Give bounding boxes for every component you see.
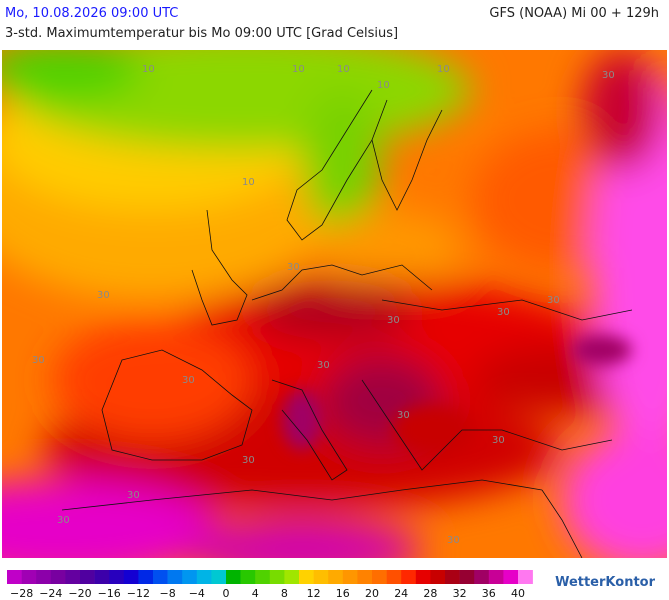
legend-swatch bbox=[503, 570, 519, 584]
legend-label: −8 bbox=[159, 587, 175, 600]
legend-label: 32 bbox=[453, 587, 467, 600]
legend-label: −28 bbox=[10, 587, 33, 600]
legend-label: −12 bbox=[127, 587, 150, 600]
contour-label: 10 bbox=[337, 64, 350, 75]
contour-label: 30 bbox=[497, 307, 510, 318]
legend-swatch bbox=[430, 570, 446, 584]
legend-label: 20 bbox=[365, 587, 379, 600]
legend-swatch bbox=[386, 570, 402, 584]
legend-label: 12 bbox=[307, 587, 321, 600]
legend-swatch bbox=[255, 570, 271, 584]
legend-swatch bbox=[50, 570, 66, 584]
legend-swatch bbox=[415, 570, 431, 584]
legend-swatch bbox=[138, 570, 154, 584]
legend-label: −4 bbox=[189, 587, 205, 600]
legend-swatch bbox=[518, 570, 533, 584]
legend-swatch bbox=[153, 570, 168, 584]
legend-label: 16 bbox=[336, 587, 350, 600]
legend-swatch bbox=[445, 570, 460, 584]
legend-swatch bbox=[240, 570, 256, 584]
legend-swatch bbox=[80, 570, 95, 584]
contour-label: 30 bbox=[317, 360, 330, 371]
contour-label: 30 bbox=[127, 490, 140, 501]
contour-label: 30 bbox=[387, 315, 400, 326]
legend-swatch bbox=[182, 570, 198, 584]
legend-label: 0 bbox=[223, 587, 230, 600]
legend-label: −20 bbox=[68, 587, 91, 600]
contour-label: 10 bbox=[437, 64, 450, 75]
legend-swatch bbox=[167, 570, 183, 584]
legend-swatch bbox=[401, 570, 417, 584]
contour-label: 10 bbox=[292, 64, 305, 75]
legend-label: −16 bbox=[98, 587, 121, 600]
coastlines bbox=[61, 89, 633, 558]
temperature-map: 10 10 10 10 10 10 30 30 30 30 30 30 30 30 30 30 30 30 30 30… bbox=[2, 50, 667, 558]
contour-label: 30 bbox=[447, 535, 460, 546]
field bbox=[2, 50, 667, 558]
legend-swatch bbox=[7, 570, 22, 584]
contour-label: 30 bbox=[547, 295, 560, 306]
contour-label: 30 bbox=[287, 262, 300, 273]
legend-swatch bbox=[109, 570, 125, 584]
legend-swatch bbox=[211, 570, 227, 584]
legend-swatch bbox=[357, 570, 373, 584]
legend-label: 8 bbox=[281, 587, 288, 600]
legend-label: 36 bbox=[482, 587, 496, 600]
legend-swatch bbox=[21, 570, 37, 584]
legend-swatch bbox=[123, 570, 139, 584]
contour-label: 30 bbox=[602, 70, 615, 81]
contour-label: 10 bbox=[242, 177, 255, 188]
legend-swatch bbox=[313, 570, 329, 584]
contour-label: 30 bbox=[32, 355, 45, 366]
subtitle: 3-std. Maximumtemperatur bis Mo 09:00 UT… bbox=[5, 26, 399, 41]
legend-label: 28 bbox=[423, 587, 437, 600]
legend-swatch bbox=[342, 570, 358, 584]
color-legend: −28 −24 −20 −16 −12 −8 −4 0 4 8 12 16 20 24 28 32 36 40 bbox=[7, 570, 533, 600]
legend-label: 24 bbox=[394, 587, 408, 600]
legend-label: 40 bbox=[511, 587, 525, 600]
legend-swatch bbox=[372, 570, 387, 584]
legend-swatch bbox=[459, 570, 475, 584]
contour-label: 30 bbox=[97, 290, 110, 301]
legend-swatch bbox=[196, 570, 212, 584]
legend-label: 4 bbox=[252, 587, 259, 600]
valid-time: Mo, 10.08.2026 09:00 UTC bbox=[5, 6, 179, 21]
contour-label: 30 bbox=[242, 455, 255, 466]
contour-label: 10 bbox=[377, 80, 390, 91]
legend-label: −24 bbox=[39, 587, 62, 600]
contour-label: 30 bbox=[182, 375, 195, 386]
model-run: GFS (NOAA) Mi 00 + 129h bbox=[489, 6, 659, 21]
legend-swatch bbox=[36, 570, 52, 584]
legend-swatch bbox=[328, 570, 344, 584]
logo: WetterKontor bbox=[555, 575, 655, 590]
legend-swatch bbox=[94, 570, 110, 584]
legend-swatch bbox=[65, 570, 81, 584]
contour-label: 30 bbox=[397, 410, 410, 421]
legend-swatch bbox=[299, 570, 314, 584]
legend-swatch bbox=[226, 570, 241, 584]
contour-label: 30 bbox=[57, 515, 70, 526]
legend-swatch bbox=[284, 570, 300, 584]
legend-swatch bbox=[488, 570, 504, 584]
contour-label: 30 bbox=[492, 435, 505, 446]
legend-swatch bbox=[269, 570, 285, 584]
legend-swatch bbox=[474, 570, 490, 584]
contour-label: 10 bbox=[142, 64, 155, 75]
